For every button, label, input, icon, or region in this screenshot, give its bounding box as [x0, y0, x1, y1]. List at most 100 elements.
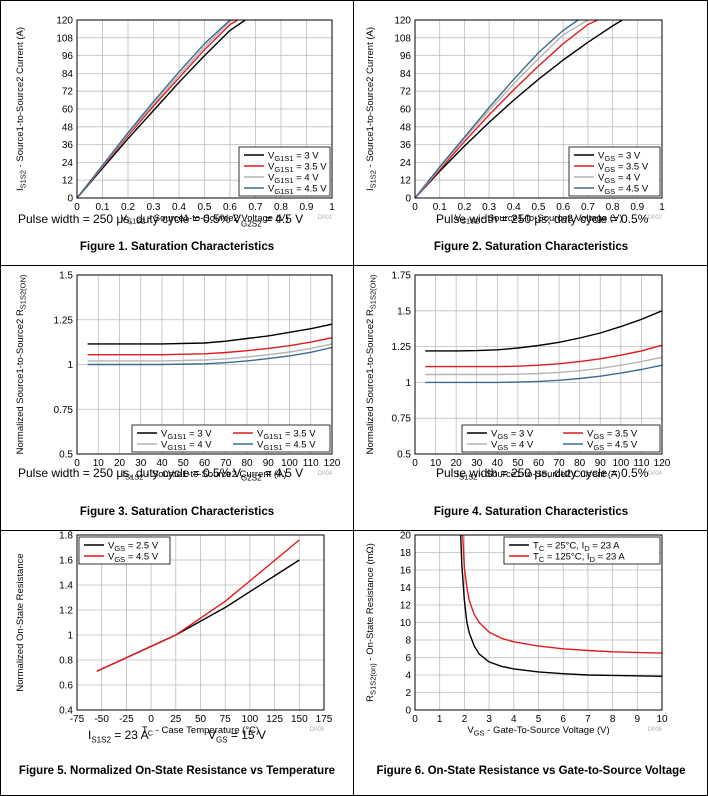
x-tick-label: 1 [659, 202, 665, 213]
series-line-4 [87, 346, 333, 366]
x-tick-label: 0 [412, 458, 418, 469]
x-tick-label: 0 [412, 714, 418, 725]
y-tick-label: 60 [400, 105, 412, 116]
y-tick-label: 0.5 [59, 450, 73, 461]
grid-divider-horizontal-2 [0, 530, 708, 531]
plot-frame [414, 274, 663, 455]
legend-label: VG1S1 = 3.5 V [257, 429, 316, 442]
x-tick-label: 0 [412, 202, 418, 213]
x-tick-label: 25 [170, 714, 182, 725]
figure-caption: Figure 1. Saturation Characteristics [79, 241, 275, 253]
x-tick-label: 10 [656, 714, 668, 725]
legend-label: VGS = 4 V [598, 173, 641, 186]
x-tick-label: 30 [471, 458, 483, 469]
x-tick-label: 120 [324, 458, 341, 469]
legend-label: VGS = 4.5 V [587, 440, 638, 453]
series-line-1 [460, 534, 663, 677]
legend: TC = 25°C, ID = 23 ATC = 125°C, ID = 23 … [503, 536, 661, 565]
x-tick-label: 1 [329, 202, 335, 213]
y-tick-label: 0 [405, 706, 411, 717]
y-tick-label: 20 [400, 531, 412, 542]
chart-1: 0 0.1 0.2 0.3 0.4 0.5 0.6 0.7 0.8 0.9 1 0 12 24 36 48 60… [15, 16, 335, 226]
x-tick-label: -75 [70, 714, 85, 725]
y-tick-label: 1.25 [392, 342, 412, 353]
figure-code: D008 [310, 727, 325, 733]
y-tick-label: 1.4 [59, 581, 73, 592]
chart-5: -75 -50 -25 0 25 50 75 100 125 150 175 0.4 0.6 0.8 1 1.… [15, 531, 333, 738]
y-tick-label: 0 [67, 194, 73, 205]
legend-label: TC = 125°C, ID = 23 A [533, 552, 625, 565]
x-tick-label: 10 [93, 458, 105, 469]
x-tick-label: 120 [654, 458, 671, 469]
y-tick-label: 1 [67, 360, 73, 371]
figure-caption: Figure 4. Saturation Characteristics [433, 506, 629, 518]
y-axis-label: RS1S2(on) - On-State Resistance (mΩ) [365, 543, 378, 702]
y-tick-label: 96 [400, 51, 412, 62]
y-tick-label: 16 [400, 566, 412, 577]
x-tick-label: 150 [291, 714, 308, 725]
x-tick-label: 0.2 [121, 202, 135, 213]
series-line-4 [414, 19, 579, 199]
y-tick-label: 48 [400, 122, 412, 133]
y-axis-label: IS1S2 - Source1-to-Source2 Current (A) [15, 27, 28, 191]
plot-frame [414, 19, 663, 199]
chart-2: 0 0.1 0.2 0.3 0.4 0.5 0.6 0.7 0.8 0.9 1 0 12 24 36 48 60… [365, 16, 665, 226]
x-axis-label: IS1S2 - Source1-to-Source2 Current (A) [122, 469, 286, 482]
test-condition-note: Pulse width = 250 μs, duty cycle = 0.5% [436, 212, 649, 226]
plot-frame [76, 19, 333, 199]
y-tick-label: 120 [394, 16, 411, 27]
legend-label: VG1S1 = 3 V [268, 151, 319, 164]
x-tick-label: 75 [220, 714, 232, 725]
x-tick-label: 0.9 [630, 202, 644, 213]
series-line-3 [414, 19, 589, 199]
x-axis-label: VS1S2 - Source1-to-Source2 Voltage (V) [455, 213, 623, 226]
y-tick-label: 0.8 [59, 656, 73, 667]
y-tick-label: 24 [62, 158, 74, 169]
x-tick-label: 90 [595, 458, 607, 469]
series-line-4 [76, 19, 231, 199]
series-line-1 [87, 323, 333, 345]
series-line-3 [87, 343, 333, 362]
test-condition-note: VG2S2 = 4.5 V [233, 466, 304, 483]
series-line-1 [76, 19, 246, 199]
legend-label: TC = 25°C, ID = 23 A [533, 541, 620, 554]
x-tick-label: -25 [119, 714, 134, 725]
legend-label: VGS = 4 V [491, 440, 534, 453]
figure-caption: Figure 5. Normalized On-State Resistance… [18, 765, 336, 777]
test-condition-note: VG2S2 = 4.5 V [233, 212, 304, 229]
x-tick-label: 20 [451, 458, 463, 469]
figure-caption: Figure 3. Saturation Characteristics [79, 506, 275, 518]
x-tick-label: 125 [266, 714, 283, 725]
figure-code: D004 [318, 471, 333, 477]
y-tick-label: 84 [400, 69, 412, 80]
y-axis-label: IS1S2 - Source1-to-Source2 Current (A) [365, 27, 378, 191]
x-tick-label: 40 [156, 458, 168, 469]
y-tick-label: 10 [400, 618, 412, 629]
x-tick-label: 60 [199, 458, 211, 469]
y-tick-label: 1.8 [59, 531, 73, 542]
grid-divider-vertical [353, 0, 354, 796]
series-line-2 [425, 344, 663, 368]
legend-label: VGS = 4.5 V [108, 552, 159, 565]
x-tick-label: 7 [585, 714, 591, 725]
test-condition-note: Pulse width = 250 μs, duty cycle = 0.5% [18, 212, 231, 226]
series-line-1 [414, 19, 623, 199]
legend-label: VGS = 4.5 V [598, 184, 649, 197]
x-tick-label: 9 [635, 714, 641, 725]
y-tick-label: 1.75 [392, 271, 412, 282]
x-tick-label: 0.4 [172, 202, 186, 213]
y-tick-label: 0.5 [397, 450, 411, 461]
x-tick-label: 0.5 [532, 202, 546, 213]
x-tick-label: 0 [74, 202, 80, 213]
test-condition-note: VGS = 15 V [208, 728, 266, 745]
x-tick-label: 0.7 [581, 202, 595, 213]
x-tick-label: 0.8 [606, 202, 620, 213]
series-line-2 [96, 539, 300, 672]
y-tick-label: 0.75 [54, 405, 74, 416]
series-line-2 [87, 337, 333, 356]
x-tick-label: 110 [303, 458, 319, 469]
x-tick-label: 10 [430, 458, 442, 469]
test-condition-note: Pulse width = 250 μs, duty cycle = 0.5% [436, 466, 649, 480]
x-tick-label: 1 [437, 714, 443, 725]
